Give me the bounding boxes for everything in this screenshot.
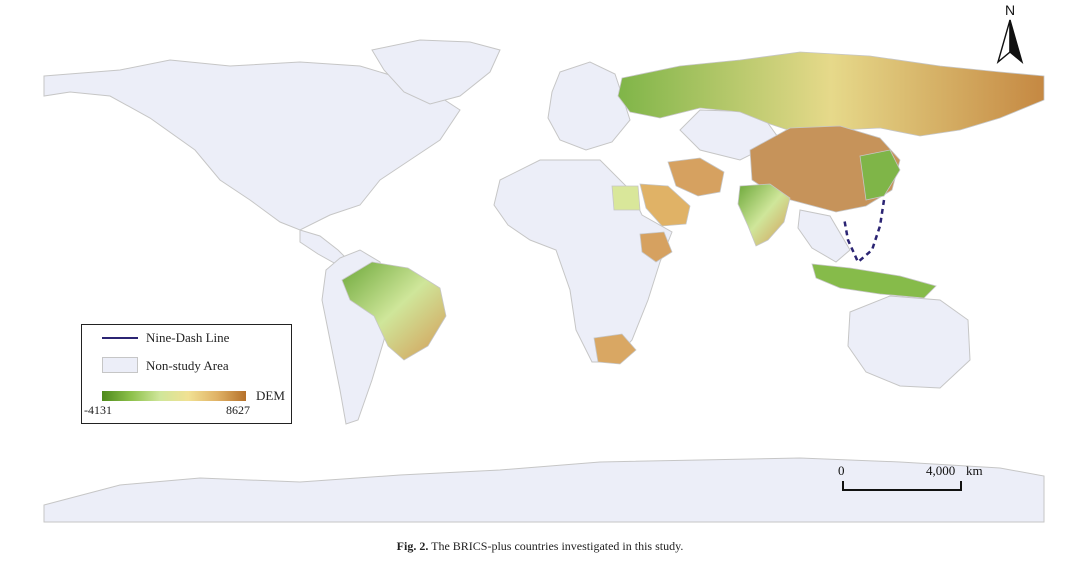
europe [547, 61, 631, 151]
caption-text: The BRICS-plus countries investigated in… [431, 539, 684, 553]
southeast-asia [797, 209, 851, 263]
india [737, 183, 791, 247]
indonesia [811, 263, 937, 299]
dem-legend-label: DEM [256, 388, 285, 403]
greenland [371, 39, 501, 105]
non-study-area [43, 39, 1045, 523]
figure-caption: Fig. 2. The BRICS-plus countries investi… [0, 539, 1080, 554]
non-study-legend-label: Non-study Area [146, 358, 229, 373]
australia [847, 295, 971, 389]
saudi-arabia [639, 183, 691, 227]
dem-min-value: -4131 [84, 403, 112, 417]
scale-bar-unit: km [966, 463, 983, 478]
south-africa [593, 333, 637, 365]
north-arrow-letter: N [1004, 2, 1016, 18]
iran [667, 157, 725, 197]
scale-bar-end: 4,000 [926, 463, 956, 478]
dem-color-ramp [102, 391, 246, 401]
dem-max-value: 8627 [226, 403, 250, 417]
scale-bar-line [842, 481, 962, 491]
nine-dash-legend-label: Nine-Dash Line [146, 330, 230, 345]
non-study-legend-swatch [102, 357, 138, 373]
nine-dash-legend-line [102, 337, 138, 339]
ethiopia [639, 231, 673, 263]
nine-dash-line [842, 199, 886, 265]
egypt [611, 185, 641, 211]
world-map [43, 39, 1045, 523]
brazil [341, 261, 447, 361]
map-legend: Nine-Dash Line Non-study Area DEM -4131 … [81, 324, 292, 424]
north-arrow-icon [996, 19, 1024, 64]
scale-bar: 0 4,000 km [836, 463, 1026, 497]
antarctica [43, 457, 1045, 523]
china-east [859, 149, 901, 201]
study-area-dem [341, 51, 1045, 365]
north-arrow: N [994, 2, 1026, 66]
russia [617, 51, 1045, 137]
caption-label: Fig. 2. [396, 539, 429, 553]
scale-bar-start: 0 [838, 463, 845, 478]
north-america [43, 59, 461, 231]
